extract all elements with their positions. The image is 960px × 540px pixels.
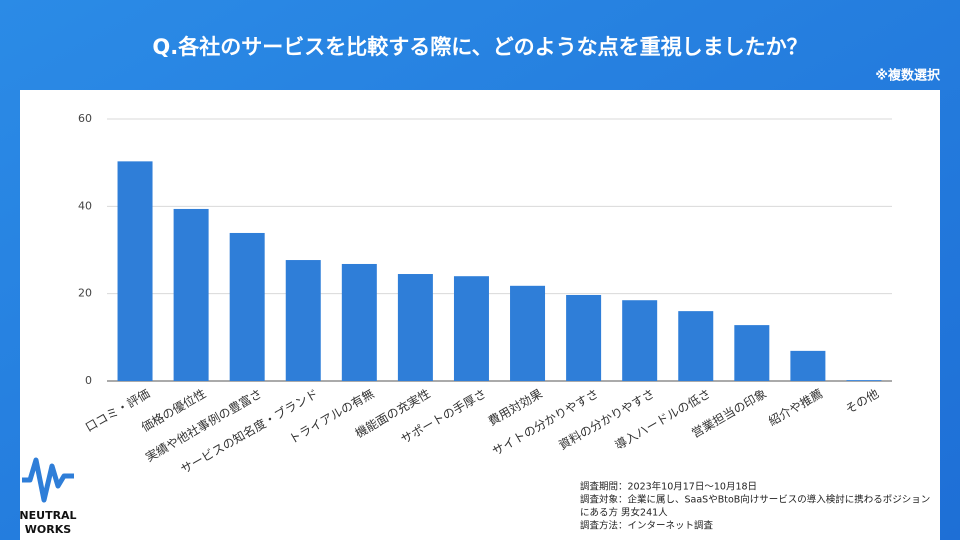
bar (846, 380, 882, 381)
bar (285, 260, 321, 381)
note-line: 調査対象：企業に属し、SaaSやBtoB向けサービスの導入検討に携わるポジション (580, 494, 930, 506)
bar (341, 263, 377, 381)
note-line: にある方 男女241人 (580, 507, 668, 519)
bar (510, 285, 546, 381)
bar (173, 208, 209, 381)
y-tick-label: 0 (85, 374, 92, 387)
bar (566, 294, 602, 381)
bar (117, 161, 153, 381)
brand-line: WORKS (25, 523, 71, 536)
bar (734, 325, 770, 381)
chart-title: Q.各社のサービスを比較する際に、どのような点を重視しましたか？ (152, 35, 807, 59)
logo: NEUTRAL WORKS (19, 457, 77, 536)
y-tick-label: 40 (78, 199, 92, 212)
brand-line: NEUTRAL (19, 509, 76, 522)
note-line: 調査方法：インターネット調査 (580, 520, 714, 532)
bar (622, 300, 658, 381)
logo-icon (22, 457, 74, 503)
bar (229, 232, 265, 381)
subtitle: ※複数選択 (875, 68, 941, 84)
bar (790, 350, 826, 381)
bar (397, 274, 433, 381)
y-tick-label: 60 (78, 112, 92, 125)
notes: 調査期間：2023年10月17日～10月18日調査対象：企業に属し、SaaSやB… (580, 481, 930, 532)
note-line: 調査期間：2023年10月17日～10月18日 (580, 481, 757, 493)
bar (678, 311, 714, 381)
bar (453, 276, 489, 381)
y-tick-label: 20 (78, 287, 92, 300)
